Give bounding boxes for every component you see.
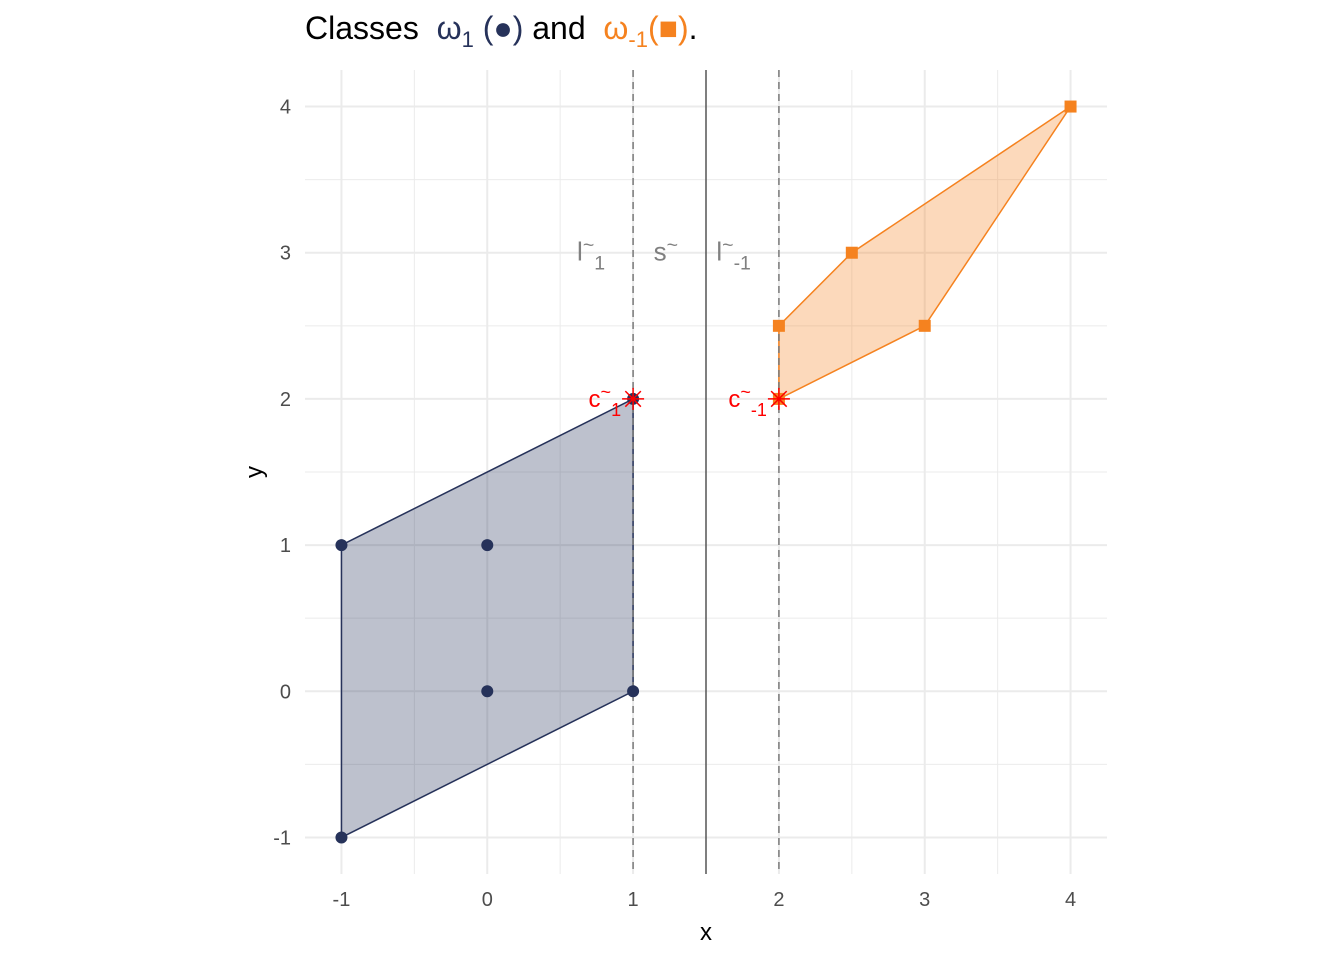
x-tick-label: 2 bbox=[773, 889, 784, 911]
vline-label: l~-1 bbox=[716, 235, 751, 275]
x-tick-label: 3 bbox=[919, 889, 930, 911]
x-tick-label: 4 bbox=[1065, 889, 1076, 911]
title-suffix: . bbox=[688, 10, 698, 46]
title-class1-marker: (●) bbox=[482, 10, 524, 46]
class1-point bbox=[481, 685, 494, 698]
vertical-lines bbox=[632, 70, 780, 874]
y-tick-label: 2 bbox=[280, 389, 291, 411]
x-tick-label: -1 bbox=[333, 889, 351, 911]
vline-label: l~1 bbox=[577, 235, 605, 275]
class1-point bbox=[627, 685, 640, 698]
x-tick-label: 0 bbox=[482, 889, 493, 911]
x-tick-label: 1 bbox=[628, 889, 639, 911]
annotations: l~1 s~ l~-1 c~1 c~-1 bbox=[577, 235, 767, 420]
chart-title: Classes ω1 (●) and ω-1(■). bbox=[305, 10, 698, 53]
highlight-marker-stroke bbox=[624, 390, 642, 408]
class1-point bbox=[335, 539, 348, 552]
title-prefix: Classes bbox=[305, 10, 419, 46]
title-class1: ω1 (●) bbox=[436, 10, 524, 52]
class2-point bbox=[1064, 100, 1077, 113]
y-tick-label: 0 bbox=[280, 681, 291, 703]
axes: -1 0 1 2 3 4 -1 0 1 2 3 4 x y bbox=[241, 97, 1076, 946]
class-hulls bbox=[340, 105, 1072, 839]
highlight-label: c~-1 bbox=[728, 382, 767, 420]
title-class2: ω-1(■) bbox=[603, 10, 689, 52]
x-axis-label: x bbox=[700, 919, 712, 946]
highlight-marker bbox=[622, 387, 645, 410]
title-class1-sub: 1 bbox=[461, 27, 474, 52]
class1-point bbox=[481, 539, 494, 552]
title-class1-symbol: ω bbox=[436, 10, 462, 46]
title-class2-sub: -1 bbox=[628, 27, 648, 52]
class2-point bbox=[918, 319, 931, 332]
highlight-marker-stroke bbox=[770, 390, 788, 408]
highlight-marker bbox=[767, 387, 790, 410]
y-tick-label: 1 bbox=[280, 535, 291, 557]
y-tick-label: -1 bbox=[273, 827, 291, 849]
title-joiner: and bbox=[532, 10, 586, 46]
y-tick-label: 4 bbox=[280, 97, 291, 119]
vline-label: s~ bbox=[654, 235, 678, 267]
class1-point bbox=[335, 831, 348, 844]
highlight-label: c~1 bbox=[589, 382, 622, 420]
y-tick-label: 3 bbox=[280, 243, 291, 265]
y-axis-label: y bbox=[241, 466, 268, 478]
title-class2-marker: (■) bbox=[647, 10, 689, 46]
data-points bbox=[335, 100, 1077, 844]
class2-point bbox=[772, 319, 785, 332]
title-class2-symbol: ω bbox=[603, 10, 629, 46]
class2-point bbox=[845, 246, 858, 259]
